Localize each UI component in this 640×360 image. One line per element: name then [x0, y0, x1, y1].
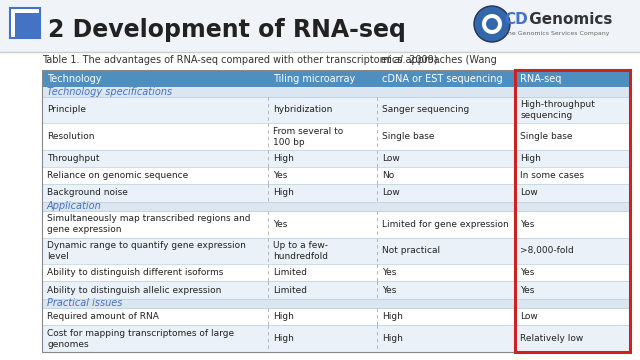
Text: Genomics: Genomics — [524, 13, 612, 27]
Bar — [42, 308, 630, 325]
Text: 2 Development of RNA-seq: 2 Development of RNA-seq — [48, 18, 406, 42]
Text: Yes: Yes — [273, 171, 288, 180]
Text: Limited: Limited — [273, 269, 307, 278]
Bar — [42, 325, 630, 352]
Text: Ability to distinguish different isoforms: Ability to distinguish different isoform… — [47, 269, 223, 278]
Text: High: High — [520, 154, 541, 163]
Text: >8,000-fold: >8,000-fold — [520, 247, 574, 256]
Text: Yes: Yes — [382, 285, 397, 294]
Bar — [42, 184, 630, 202]
Text: Not practical: Not practical — [382, 247, 440, 256]
Text: et al.: et al. — [381, 55, 406, 65]
Text: From several to
100 bp: From several to 100 bp — [273, 127, 344, 147]
Text: High: High — [273, 154, 294, 163]
Bar — [42, 87, 630, 96]
Text: Single base: Single base — [520, 132, 573, 141]
Text: Cost for mapping transcriptomes of large
genomes: Cost for mapping transcriptomes of large… — [47, 329, 234, 349]
Bar — [42, 202, 630, 211]
Text: cDNA or EST sequencing: cDNA or EST sequencing — [382, 73, 503, 84]
Text: Principle: Principle — [47, 105, 86, 114]
Text: CD: CD — [504, 13, 528, 27]
Text: High: High — [273, 188, 294, 197]
Text: Resolution: Resolution — [47, 132, 95, 141]
Bar — [42, 123, 630, 150]
Bar — [515, 70, 630, 352]
Text: High: High — [273, 334, 294, 343]
Text: High-throughput
sequencing: High-throughput sequencing — [520, 100, 595, 120]
Text: High: High — [273, 312, 294, 321]
Bar — [10, 8, 40, 38]
Text: High: High — [382, 334, 403, 343]
Text: Simultaneously map transcribed regions and
gene expression: Simultaneously map transcribed regions a… — [47, 214, 250, 234]
Text: Sanger sequencing: Sanger sequencing — [382, 105, 469, 114]
Bar — [42, 150, 630, 167]
Text: Up to a few-
hundredfold: Up to a few- hundredfold — [273, 241, 328, 261]
Bar — [42, 211, 630, 238]
Circle shape — [482, 14, 502, 34]
Text: The Genomics Services Company: The Genomics Services Company — [504, 31, 609, 36]
Text: Technology specifications: Technology specifications — [47, 87, 172, 97]
Text: Practical issues: Practical issues — [47, 298, 122, 309]
Text: Application: Application — [47, 201, 102, 211]
Bar — [42, 282, 630, 299]
Bar — [42, 70, 630, 87]
Text: Yes: Yes — [382, 269, 397, 278]
Text: Yes: Yes — [520, 220, 534, 229]
Circle shape — [474, 6, 510, 42]
Bar — [15, 13, 40, 38]
Bar — [42, 167, 630, 184]
Text: Tiling microarray: Tiling microarray — [273, 73, 356, 84]
Text: Dynamic range to quantify gene expression
level: Dynamic range to quantify gene expressio… — [47, 241, 246, 261]
Text: Technology: Technology — [47, 73, 102, 84]
Text: High: High — [382, 312, 403, 321]
Text: Limited: Limited — [273, 285, 307, 294]
Text: Low: Low — [382, 188, 400, 197]
Text: RNA-seq: RNA-seq — [520, 73, 562, 84]
Bar — [42, 70, 630, 352]
Text: Table 1. The advantages of RNA-seq compared with other transcriptomics approache: Table 1. The advantages of RNA-seq compa… — [42, 55, 500, 65]
Text: No: No — [382, 171, 394, 180]
Bar — [42, 264, 630, 282]
Text: Ability to distinguish allelic expression: Ability to distinguish allelic expressio… — [47, 285, 221, 294]
Text: Single base: Single base — [382, 132, 435, 141]
Text: Reliance on genomic sequence: Reliance on genomic sequence — [47, 171, 188, 180]
Text: hybridization: hybridization — [273, 105, 333, 114]
Text: Yes: Yes — [520, 285, 534, 294]
Bar — [0, 0, 640, 52]
Circle shape — [486, 18, 498, 30]
Bar — [42, 96, 630, 123]
Text: Low: Low — [520, 312, 538, 321]
Text: Low: Low — [520, 188, 538, 197]
Text: Yes: Yes — [520, 269, 534, 278]
Text: Required amount of RNA: Required amount of RNA — [47, 312, 159, 321]
Text: Throughput: Throughput — [47, 154, 99, 163]
Bar — [42, 238, 630, 264]
Text: Limited for gene expression: Limited for gene expression — [382, 220, 509, 229]
Text: 2009).: 2009). — [406, 55, 440, 65]
Text: Background noise: Background noise — [47, 188, 128, 197]
Text: In some cases: In some cases — [520, 171, 584, 180]
Text: Yes: Yes — [273, 220, 288, 229]
Bar — [42, 299, 630, 308]
Text: Low: Low — [382, 154, 400, 163]
Text: Relatively low: Relatively low — [520, 334, 584, 343]
